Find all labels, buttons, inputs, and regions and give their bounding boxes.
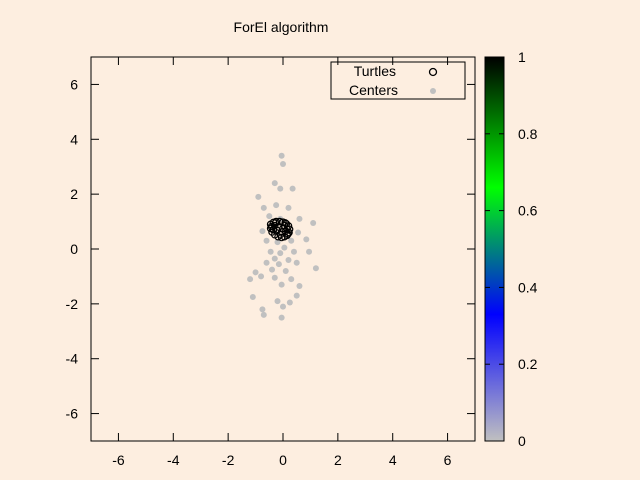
colorbar-tick-label: 0	[518, 433, 526, 449]
center-point	[247, 276, 254, 283]
colorbar-tick-label: 0.2	[518, 356, 538, 372]
center-point	[288, 237, 295, 244]
center-point	[296, 283, 303, 290]
center-point	[293, 292, 300, 299]
center-point	[267, 248, 274, 255]
x-tick-label: 0	[279, 452, 287, 468]
x-tick-label: -6	[112, 452, 125, 468]
chart-title: ForEl algorithm	[234, 19, 329, 35]
center-point	[271, 274, 278, 281]
center-point	[296, 215, 303, 222]
legend-box	[330, 61, 466, 100]
center-point	[295, 229, 302, 236]
turtle-point	[276, 230, 285, 239]
y-tick-label: 0	[70, 241, 78, 257]
center-point	[259, 228, 266, 235]
x-axis: -6 -4 -2 0 2 4 6	[112, 57, 452, 468]
center-point	[312, 265, 319, 272]
center-point	[275, 261, 282, 268]
center-point	[289, 185, 296, 192]
center-point	[290, 248, 297, 255]
center-point	[260, 311, 267, 318]
colorbar-tick-label: 0.8	[518, 126, 538, 142]
center-point	[278, 314, 285, 321]
center-point	[274, 239, 281, 246]
colorbar-tick-label: 0.6	[518, 203, 538, 219]
center-point	[266, 213, 273, 220]
turtle-point	[267, 222, 276, 231]
center-point	[277, 185, 284, 192]
legend-label-turtles: Turtles	[354, 63, 396, 79]
turtle-point	[270, 221, 279, 230]
centers-series	[247, 152, 319, 321]
y-tick-label: 2	[70, 186, 78, 202]
center-point	[281, 244, 288, 251]
y-tick-label: -2	[66, 296, 79, 312]
legend: Turtles Centers	[330, 61, 466, 100]
center-point	[278, 281, 285, 288]
colorbar	[484, 56, 505, 442]
center-point	[285, 204, 292, 211]
legend-marker-centers	[430, 88, 436, 94]
center-point	[260, 204, 267, 211]
colorbar-tick-label: 1	[518, 49, 526, 65]
center-point	[271, 180, 278, 187]
y-tick-label: -4	[66, 351, 79, 367]
x-tick-label: -4	[167, 452, 180, 468]
center-point	[274, 298, 281, 305]
turtles-series	[266, 217, 294, 242]
turtle-point	[284, 230, 292, 238]
center-point	[258, 273, 265, 280]
colorbar-axis: 0 0.2 0.4 0.6 0.8 1	[485, 49, 538, 449]
x-tick-label: 2	[334, 452, 342, 468]
center-point	[277, 250, 284, 257]
legend-label-centers: Centers	[349, 82, 398, 98]
center-point	[255, 193, 262, 200]
y-tick-label: 4	[70, 131, 78, 147]
center-point	[306, 248, 313, 255]
x-tick-label: -2	[222, 452, 235, 468]
center-point	[278, 152, 285, 159]
center-point	[269, 266, 276, 273]
legend-marker-turtles	[428, 67, 438, 77]
center-point	[249, 294, 256, 300]
center-point	[285, 256, 292, 263]
y-axis: -6 -4 -2 0 2 4 6	[66, 76, 475, 422]
center-point	[288, 276, 295, 283]
x-tick-label: 6	[444, 452, 452, 468]
turtle-point	[275, 217, 284, 226]
center-point	[286, 299, 293, 306]
center-point	[293, 259, 300, 266]
center-point	[263, 237, 270, 244]
y-tick-label: -6	[66, 406, 79, 422]
center-point	[310, 219, 317, 226]
center-point	[303, 236, 310, 243]
center-point	[259, 306, 266, 313]
x-tick-label: 4	[389, 452, 397, 468]
turtle-point	[281, 219, 289, 227]
center-point	[263, 259, 270, 266]
center-point	[280, 303, 286, 310]
center-point	[282, 267, 289, 274]
y-tick-label: 6	[70, 76, 78, 92]
center-point	[271, 255, 278, 262]
center-point	[252, 269, 259, 276]
center-point	[273, 202, 280, 209]
center-point	[280, 160, 286, 167]
colorbar-tick-label: 0.4	[518, 279, 538, 295]
